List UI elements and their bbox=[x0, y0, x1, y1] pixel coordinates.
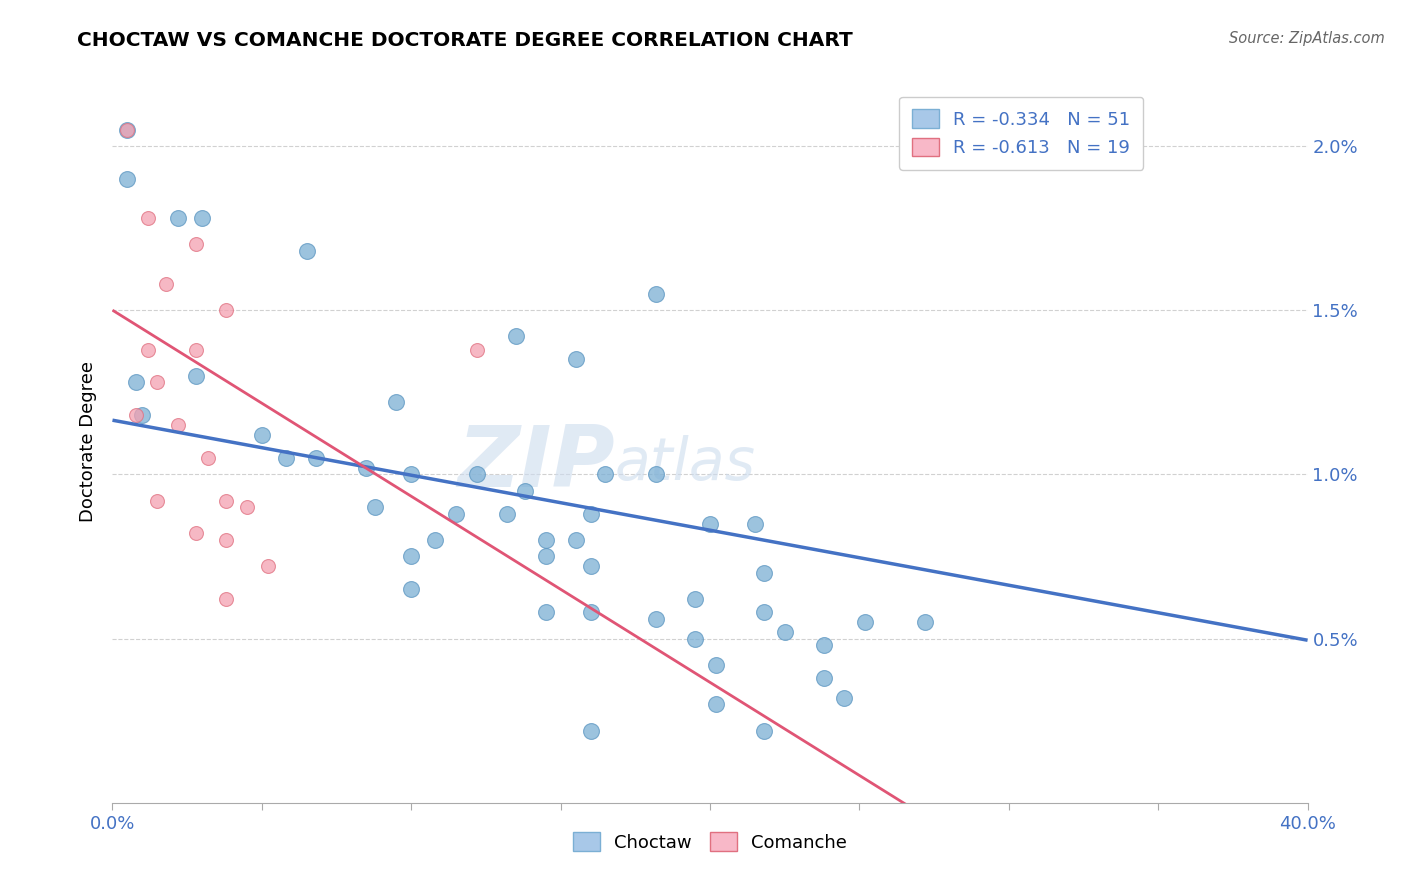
Point bbox=[125, 376, 148, 390]
Point bbox=[356, 460, 378, 475]
Point bbox=[645, 467, 668, 482]
Point bbox=[855, 615, 877, 630]
Point bbox=[579, 507, 602, 521]
Point bbox=[197, 450, 219, 465]
Point bbox=[295, 244, 318, 258]
Point bbox=[125, 409, 148, 423]
Point bbox=[401, 582, 423, 597]
Point bbox=[834, 690, 856, 705]
Point bbox=[364, 500, 387, 515]
Point bbox=[146, 376, 169, 390]
Point bbox=[564, 533, 586, 547]
Point bbox=[401, 467, 423, 482]
Point bbox=[465, 467, 488, 482]
Point bbox=[744, 516, 766, 531]
Point bbox=[534, 533, 557, 547]
Point bbox=[117, 171, 139, 186]
Point bbox=[186, 237, 208, 252]
Point bbox=[534, 549, 557, 564]
Point bbox=[683, 592, 706, 607]
Point bbox=[704, 657, 727, 672]
Text: ZIP: ZIP bbox=[457, 422, 614, 505]
Text: CHOCTAW VS COMANCHE DOCTORATE DEGREE CORRELATION CHART: CHOCTAW VS COMANCHE DOCTORATE DEGREE COR… bbox=[77, 31, 853, 50]
Point bbox=[117, 122, 139, 136]
Point bbox=[117, 122, 139, 136]
Point bbox=[699, 516, 721, 531]
Point bbox=[186, 343, 208, 357]
Point bbox=[215, 303, 238, 318]
Point bbox=[579, 559, 602, 574]
Text: atlas: atlas bbox=[614, 434, 755, 491]
Point bbox=[131, 409, 153, 423]
Point bbox=[813, 671, 835, 685]
Point bbox=[138, 211, 160, 226]
Point bbox=[236, 500, 259, 515]
Point bbox=[752, 566, 775, 580]
Point bbox=[564, 352, 586, 367]
Point bbox=[534, 605, 557, 619]
Point bbox=[645, 286, 668, 301]
Point bbox=[465, 343, 488, 357]
Text: Source: ZipAtlas.com: Source: ZipAtlas.com bbox=[1229, 31, 1385, 46]
Point bbox=[215, 533, 238, 547]
Point bbox=[425, 533, 447, 547]
Point bbox=[444, 507, 467, 521]
Point bbox=[704, 698, 727, 712]
Point bbox=[579, 723, 602, 738]
Y-axis label: Doctorate Degree: Doctorate Degree bbox=[79, 361, 97, 522]
Point bbox=[401, 549, 423, 564]
Point bbox=[385, 395, 408, 409]
Point bbox=[579, 605, 602, 619]
Point bbox=[155, 277, 177, 291]
Point bbox=[146, 493, 169, 508]
Point bbox=[250, 428, 273, 442]
Point bbox=[215, 493, 238, 508]
Point bbox=[595, 467, 617, 482]
Point bbox=[505, 329, 527, 343]
Legend: Choctaw, Comanche: Choctaw, Comanche bbox=[565, 825, 855, 859]
Point bbox=[186, 368, 208, 383]
Point bbox=[167, 418, 190, 433]
Point bbox=[683, 632, 706, 646]
Point bbox=[191, 211, 214, 226]
Point bbox=[752, 605, 775, 619]
Point bbox=[513, 483, 536, 498]
Point bbox=[274, 450, 297, 465]
Point bbox=[773, 625, 796, 640]
Point bbox=[496, 507, 519, 521]
Point bbox=[645, 612, 668, 626]
Point bbox=[914, 615, 936, 630]
Point bbox=[305, 450, 328, 465]
Point bbox=[138, 343, 160, 357]
Point bbox=[167, 211, 190, 226]
Point bbox=[215, 592, 238, 607]
Point bbox=[752, 723, 775, 738]
Point bbox=[186, 526, 208, 541]
Point bbox=[257, 559, 280, 574]
Point bbox=[813, 638, 835, 652]
